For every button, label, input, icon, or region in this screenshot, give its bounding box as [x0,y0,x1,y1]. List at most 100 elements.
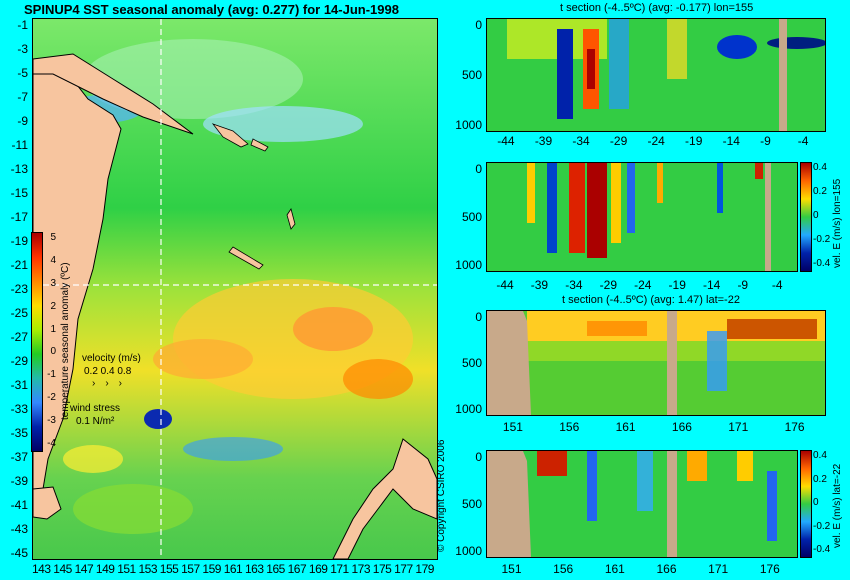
lon-tick-label: 153 [138,562,158,576]
p4-x-tick-label: 176 [759,562,780,576]
panel4-colorbar-label: vel. E (m/s) lat=-22 [832,463,843,548]
lat-tick-label: -33 [10,402,28,416]
p2-x-tick-label: -39 [530,278,549,292]
lon-tick-label: 171 [330,562,349,576]
p1-x-tick-label: -29 [609,134,628,148]
lon-tick-label: 179 [415,562,434,576]
colorbar-tick-label: -1 [47,369,56,381]
colorbar-tick-label: 1 [50,323,56,335]
panel1-y-axis: 0 500 1000 [450,18,484,132]
p1-x-tick-label: -34 [572,134,590,148]
p3-x-tick-label: 151 [502,420,523,434]
new-caledonia [228,246,264,270]
copyright-text: © Copyright CSIRO 2006 [436,439,447,552]
p2-colorbar-tick: -0.2 [813,234,831,245]
velocity-legend-values: 0.2 0.4 0.8 [84,366,132,377]
p4-x-tick-label: 171 [708,562,729,576]
lat-tick-label: -41 [10,498,28,512]
panel2-colorbar-label: vel. E (m/s) lon=155 [832,178,843,268]
p2-x-tick-label: -24 [634,278,652,292]
map-lon-axis: 143 145 147 149 151 153 155 157 159 161 163 165 167 1… [32,562,436,578]
p4-colorbar-tick: 0.2 [813,473,827,485]
p4-colorbar-tick: 0.4 [813,450,827,461]
lat-tick-label: -45 [10,546,28,560]
p2-x-tick-label: -29 [599,278,617,292]
p2-y-tick-label: 0 [475,162,482,176]
lon-tick-label: 177 [394,562,413,576]
lat-tick-label: -37 [10,450,28,464]
lon-tick-label: 175 [372,562,392,576]
p3-x-tick-label: 166 [671,420,692,434]
lon-tick-label: 165 [266,562,285,576]
new-zealand-land [332,438,437,559]
colorbar-tick-label: 0 [50,346,56,358]
lat-tick-label: -39 [10,474,28,488]
panel2-y-axis: 0 500 1000 [450,162,484,272]
p1-y-tick-label: 1000 [455,118,482,132]
map-colorbar-label: temperature seasonal anomaly (ºC) [60,262,71,420]
p4-colorbar-tick: -0.4 [813,544,831,555]
p4-x-tick-label: 161 [604,562,625,576]
new-guinea-land [33,53,194,135]
panel2-colorbar [800,162,812,272]
lon-tick-label: 157 [181,562,200,576]
lon-tick-label: 169 [308,562,328,576]
colorbar-tick-label: 2 [50,300,56,312]
panel4-y-axis: 0 500 1000 [450,450,484,558]
p2-colorbar-tick: -0.4 [813,258,831,269]
lat-tick-label: -11 [11,138,28,152]
lon-tick-label: 167 [287,562,307,576]
vanuatu [286,208,296,230]
p1-x-tick-label: -19 [685,134,703,148]
map-colorbar-ticks: 5 4 3 2 1 0 -1 -2 -3 -4 [44,232,58,450]
p1-x-tick-label: -39 [534,134,553,148]
australia-land [33,58,122,500]
anomaly-patches [63,39,413,534]
p4-y-tick-label: 500 [461,497,482,511]
panel2-section [486,162,798,272]
lon-tick-label: 145 [53,562,72,576]
p1-x-tick-label: -4 [797,134,809,148]
colorbar-tick-label: 3 [50,277,56,289]
lat-tick-label: -5 [17,66,28,80]
lat-tick-label: -7 [17,90,28,104]
p3-x-tick-label: 156 [559,420,580,434]
panel4-section [486,450,798,558]
colorbar-tick-label: -2 [47,392,56,404]
lon-tick-label: 143 [32,562,51,576]
tasmania-land [33,486,62,520]
lat-tick-label: -23 [10,282,28,296]
p3-y-tick-label: 500 [461,356,482,370]
lat-tick-label: -43 [10,522,28,536]
panel4-colorbar [800,450,812,558]
lon-tick-label: 159 [202,562,221,576]
velocity-legend-arrows: ››› [92,378,132,389]
p2-colorbar-tick: 0.4 [813,162,827,173]
p4-x-tick-label: 151 [501,562,522,576]
p4-x-tick-label: 156 [553,562,574,576]
map-lat-axis: -1 -3 -5 -7 -9 -11 -13 -15 -17 -19 -21 -23 -25 -27 -29… [0,18,30,560]
panel3-y-axis: 0 500 1000 [450,310,484,416]
colorbar-tick-label: -3 [47,415,56,427]
p4-x-tick-label: 166 [656,562,677,576]
lat-tick-label: -35 [10,426,28,440]
panel1-x-axis: -44 -39 -34 -29 -24 -19 -14 -9 -4 [486,134,824,148]
p2-x-tick-label: -14 [703,278,721,292]
solomon-islands [211,123,269,152]
p1-y-tick-label: 0 [475,18,482,32]
p1-x-tick-label: -14 [722,134,740,148]
p3-y-tick-label: 0 [475,310,482,324]
lat-tick-label: -21 [10,258,28,272]
lat-tick-label: -1 [17,18,28,32]
lat-tick-label: -13 [10,162,28,176]
p1-x-tick-label: -44 [497,134,515,148]
p2-x-tick-label: -4 [771,278,783,292]
lon-tick-label: 155 [159,562,179,576]
p2-colorbar-tick: 0.2 [813,186,827,197]
panel2-x-axis: -44 -39 -34 -29 -24 -19 -14 -9 -4 [486,278,796,292]
lon-tick-label: 161 [223,562,243,576]
panel3-x-axis: 151 156 161 166 171 176 [486,420,824,434]
p2-x-tick-label: -9 [737,278,749,292]
p2-x-tick-label: -34 [565,278,583,292]
lat-tick-label: -27 [10,330,28,344]
